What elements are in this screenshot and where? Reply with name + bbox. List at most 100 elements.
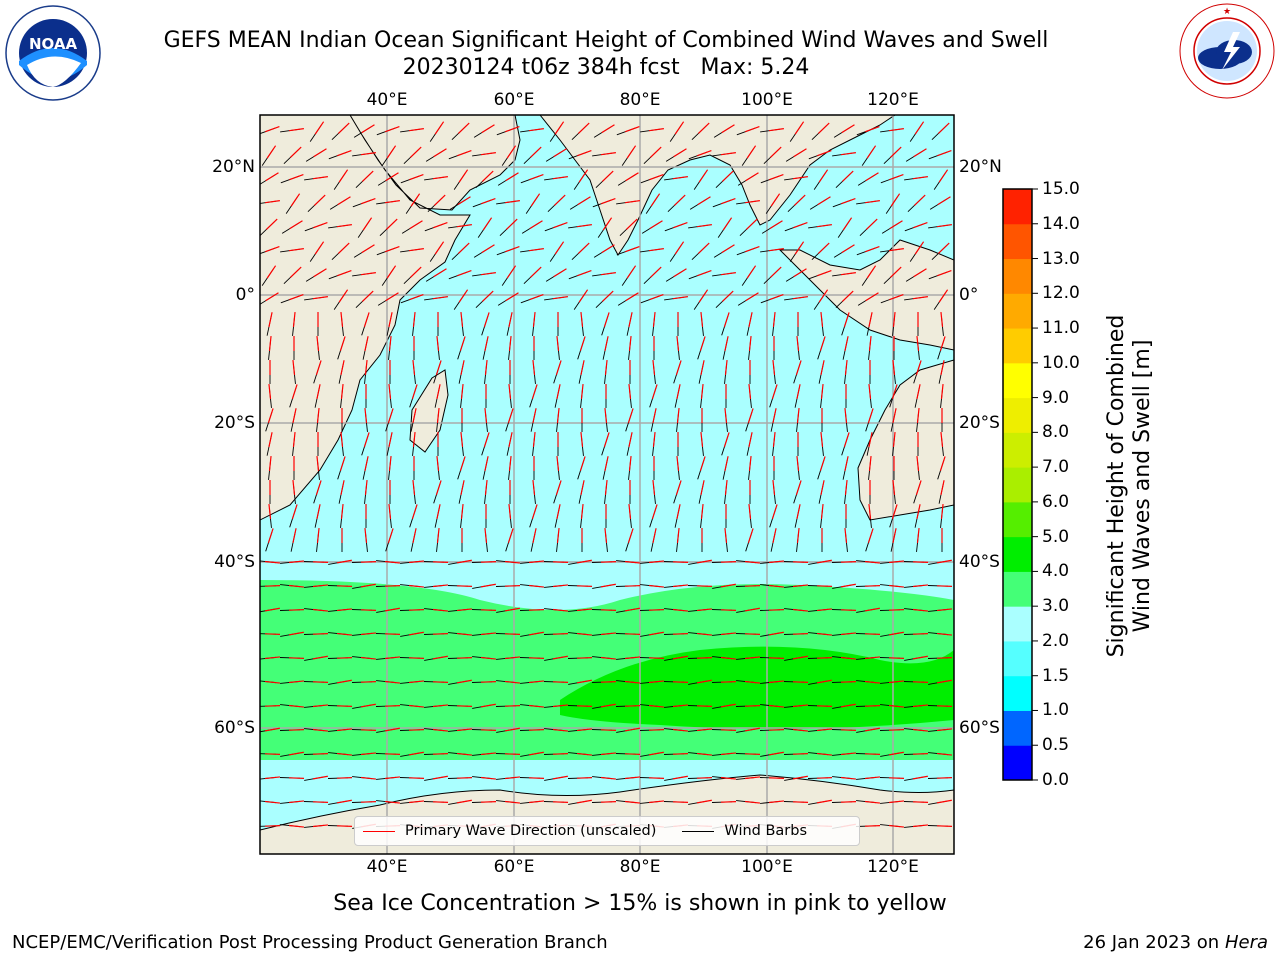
wave-direction-arrow — [675, 360, 682, 375]
wave-direction-arrow — [652, 359, 656, 376]
lat-tick-left: 60°S — [214, 718, 255, 738]
wave-direction-arrow — [721, 170, 734, 182]
wave-direction-arrow — [914, 121, 925, 135]
wave-direction-arrow — [672, 655, 688, 660]
wave-direction-arrow — [724, 527, 728, 544]
wave-direction-arrow — [796, 455, 800, 472]
wave-direction-arrow — [744, 560, 761, 564]
wave-direction-arrow — [508, 383, 512, 400]
wave-direction-arrow — [772, 431, 776, 448]
wave-direction-arrow — [840, 703, 856, 708]
wave-direction-arrow — [459, 336, 466, 351]
wave-direction-arrow — [553, 222, 568, 229]
wave-direction-arrow — [866, 145, 877, 159]
wave-direction-arrow — [697, 242, 710, 254]
wave-direction-arrow — [865, 292, 879, 302]
wave-direction-arrow — [864, 727, 880, 732]
wave-direction-arrow — [364, 407, 368, 424]
wave-direction-arrow — [624, 776, 641, 780]
wave-direction-arrow — [577, 242, 590, 254]
wave-direction-arrow — [312, 824, 329, 828]
wave-direction-arrow — [408, 729, 425, 731]
wave-direction-arrow — [840, 656, 857, 660]
wave-direction-arrow — [340, 360, 345, 376]
wave-direction-arrow — [484, 359, 488, 376]
wave-direction-arrow — [504, 680, 521, 684]
wave-direction-arrow — [408, 609, 425, 611]
wave-direction-arrow — [648, 609, 665, 611]
wave-direction-arrow — [576, 224, 592, 228]
wave-direction-arrow — [412, 311, 416, 328]
wave-direction-arrow — [648, 584, 665, 588]
nws-logo: ★ — [1179, 3, 1275, 99]
colorbar-tick-label: 13.0 — [1042, 248, 1080, 269]
wave-direction-arrow — [555, 480, 562, 495]
wave-direction-arrow — [267, 528, 274, 543]
wave-direction-arrow — [268, 455, 272, 472]
wave-direction-arrow — [532, 431, 536, 448]
wave-direction-arrow — [888, 751, 904, 756]
wave-direction-arrow — [600, 801, 617, 803]
wave-direction-arrow — [888, 777, 905, 779]
wave-direction-arrow — [700, 383, 704, 400]
wave-direction-arrow — [528, 800, 545, 804]
wave-direction-arrow — [384, 705, 401, 707]
wave-direction-arrow — [457, 150, 472, 157]
wave-direction-arrow — [552, 608, 569, 612]
wave-direction-arrow — [601, 170, 614, 182]
wave-direction-arrow — [936, 799, 952, 804]
wave-direction-arrow — [769, 266, 782, 278]
wave-direction-arrow — [628, 383, 632, 400]
wave-direction-arrow — [888, 609, 905, 611]
wave-direction-arrow — [480, 561, 497, 563]
wave-direction-arrow — [600, 632, 617, 636]
wave-direction-arrow — [288, 777, 305, 779]
lat-tick-right: 40°S — [959, 552, 1000, 572]
wave-direction-arrow — [337, 242, 350, 254]
wave-direction-arrow — [505, 218, 518, 230]
wave-direction-arrow — [648, 657, 665, 659]
wave-direction-arrow — [289, 146, 302, 158]
wave-direction-arrow — [360, 609, 377, 611]
wave-direction-arrow — [844, 336, 849, 352]
wave-direction-arrow — [744, 680, 761, 684]
wave-direction-arrow — [744, 585, 761, 587]
wave-direction-arrow — [840, 776, 857, 780]
wave-direction-arrow — [792, 655, 808, 660]
colorbar-frame — [1002, 188, 1033, 781]
wave-direction-arrow — [340, 431, 344, 448]
wave-direction-arrow — [601, 124, 615, 134]
wave-direction-arrow — [747, 408, 754, 423]
wave-direction-arrow — [649, 146, 662, 158]
wave-direction-arrow — [768, 800, 785, 804]
colorbar-segment — [1003, 571, 1032, 607]
wave-direction-arrow — [336, 705, 353, 707]
wave-direction-arrow — [795, 480, 802, 495]
wave-direction-arrow — [554, 241, 565, 255]
footer-host: Hera — [1224, 932, 1268, 953]
wave-direction-arrow — [504, 607, 520, 612]
wave-direction-arrow — [626, 265, 637, 279]
wave-direction-arrow — [556, 335, 560, 352]
map-frame — [259, 114, 955, 855]
lon-tick-top: 80°E — [619, 90, 661, 110]
wave-direction-arrow — [408, 248, 424, 252]
wave-direction-arrow — [625, 126, 640, 133]
wave-direction-arrow — [748, 312, 753, 328]
wave-direction-arrow — [698, 289, 709, 303]
wave-direction-arrow — [360, 583, 376, 588]
wave-direction-arrow — [937, 196, 951, 206]
wave-direction-arrow — [865, 246, 880, 253]
wave-direction-arrow — [316, 384, 321, 400]
wave-direction-arrow — [624, 560, 641, 564]
wave-direction-arrow — [411, 504, 418, 519]
wave-direction-arrow — [769, 146, 782, 158]
wave-direction-arrow — [528, 631, 544, 636]
wave-direction-arrow — [384, 585, 401, 587]
wave-direction-arrow — [625, 218, 638, 230]
wave-direction-arrow — [457, 122, 470, 134]
wave-direction-arrow — [916, 527, 920, 544]
wave-direction-arrow — [388, 455, 392, 472]
wave-direction-arrow — [724, 407, 728, 424]
